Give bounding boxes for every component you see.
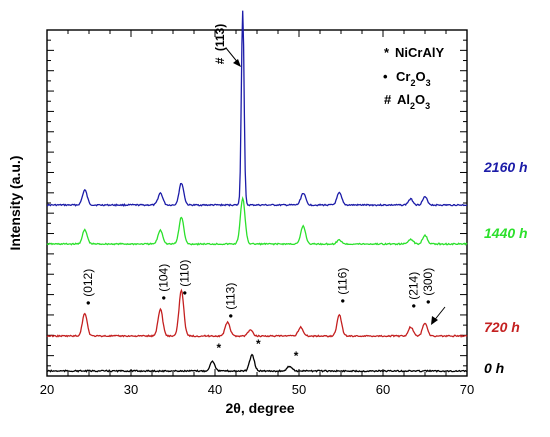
cr2o3-annotation: •(214) xyxy=(407,272,421,308)
nicraly-marker: * xyxy=(216,341,221,355)
series-lines xyxy=(46,10,468,373)
legend-symbol-asterisk: * xyxy=(384,45,390,60)
legend-symbol-dot: • xyxy=(383,69,388,84)
cr2o3-hkl-label: •(113) xyxy=(224,283,238,318)
legend: * NiCrAlY • Cr2O3 # Al2O3 xyxy=(383,45,444,111)
x-tick-label: 30 xyxy=(124,382,138,397)
series-line-0 xyxy=(46,10,468,207)
legend-label-cr2o3: Cr2O3 xyxy=(396,69,431,88)
legend-entry-nicraly: * NiCrAlY xyxy=(384,45,444,60)
cr2o3-annotation: •(104) xyxy=(156,264,170,300)
cr2o3-annotation: •(300) xyxy=(421,268,435,304)
series-line-1 xyxy=(46,196,468,246)
x-tick-label: 20 xyxy=(40,382,54,397)
nicraly-peak-markers: * * * xyxy=(216,337,298,363)
cr2o3-hkl-label: •(300) xyxy=(421,268,435,304)
x-tick-labels: 20 30 40 50 60 70 xyxy=(40,382,474,397)
x-tick-label: 70 xyxy=(460,382,474,397)
cr2o3-annotation: •(110) xyxy=(177,260,191,295)
series-label-0: 2160 h xyxy=(483,159,528,175)
cr2o3-hkl-label: •(214) xyxy=(407,272,421,308)
al2o3-113-hkl: (113) xyxy=(213,24,227,51)
cr2o3-peak-annotations: •(012) •(104) •(110) •(113) •(116) •(214)•(30… xyxy=(81,260,435,318)
y-axis-title: Intensity (a.u.) xyxy=(7,156,23,251)
cr2o3-annotation: •(012) xyxy=(81,269,95,305)
axis-ticks xyxy=(46,29,468,377)
legend-label-nicraly: NiCrAlY xyxy=(395,45,444,60)
legend-label-al2o3: Al2O3 xyxy=(397,92,430,111)
series-label-3: 0 h xyxy=(484,360,504,376)
series-label-2: 720 h xyxy=(484,319,520,335)
cr2o3-hkl-label: •(110) xyxy=(177,260,191,295)
x-tick-label: 50 xyxy=(292,382,306,397)
series-label-1: 1440 h xyxy=(484,225,528,241)
al2o3-113-label: # (113) xyxy=(213,24,227,64)
x-axis-title: 2θ, degree xyxy=(225,400,294,416)
al2o3-113-annotation: # (113) xyxy=(213,24,241,67)
cr2o3-annotation: •(113) xyxy=(224,283,238,318)
cr2o3-hkl-label: •(116) xyxy=(335,268,349,303)
al2o3-hash-symbol: # xyxy=(213,57,227,64)
al2o3-arrowhead xyxy=(233,59,241,67)
peak-300-arrow xyxy=(431,306,446,325)
nicraly-marker: * xyxy=(256,337,261,351)
cr2o3-hkl-label: •(012) xyxy=(81,269,95,305)
legend-entry-al2o3: # Al2O3 xyxy=(384,92,430,111)
cr2o3-hkl-label: •(104) xyxy=(156,264,170,300)
x-tick-label: 40 xyxy=(208,382,222,397)
series-line-2 xyxy=(46,288,468,338)
legend-entry-cr2o3: • Cr2O3 xyxy=(383,69,431,88)
series-labels: 2160 h 1440 h 720 h 0 h xyxy=(483,159,528,376)
nicraly-marker: * xyxy=(294,349,299,363)
series-line-3 xyxy=(46,353,468,373)
legend-symbol-hash: # xyxy=(384,92,392,107)
cr2o3-annotation: •(116) xyxy=(335,268,349,303)
x-tick-label: 60 xyxy=(376,382,390,397)
